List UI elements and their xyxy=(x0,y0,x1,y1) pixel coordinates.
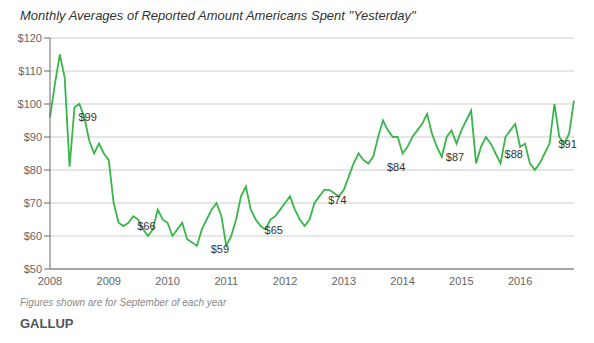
svg-text:$84: $84 xyxy=(387,161,405,173)
svg-text:$59: $59 xyxy=(211,243,229,255)
svg-text:2013: 2013 xyxy=(332,275,356,287)
svg-text:2008: 2008 xyxy=(38,275,62,287)
svg-text:2009: 2009 xyxy=(97,275,121,287)
svg-text:$80: $80 xyxy=(24,164,42,176)
svg-text:$120: $120 xyxy=(18,32,42,44)
html-text:GALLUP: GALLUP xyxy=(20,316,74,331)
svg-text:2016: 2016 xyxy=(508,275,532,287)
svg-text:$99: $99 xyxy=(78,111,96,123)
svg-text:$100: $100 xyxy=(18,98,42,110)
svg-text:$60: $60 xyxy=(24,230,42,242)
html-text:Monthly Averages of Reported A: Monthly Averages of Reported Amount Amer… xyxy=(20,8,416,23)
svg-text:2010: 2010 xyxy=(155,275,179,287)
svg-text:$50: $50 xyxy=(24,263,42,275)
svg-text:$65: $65 xyxy=(265,224,283,236)
svg-text:$90: $90 xyxy=(24,131,42,143)
svg-text:$66: $66 xyxy=(137,220,155,232)
svg-text:2011: 2011 xyxy=(214,275,238,287)
svg-text:$88: $88 xyxy=(505,148,523,160)
svg-text:2014: 2014 xyxy=(390,275,414,287)
svg-text:2015: 2015 xyxy=(449,275,473,287)
svg-text:2012: 2012 xyxy=(273,275,297,287)
svg-text:$74: $74 xyxy=(328,194,346,206)
svg-text:$110: $110 xyxy=(18,65,42,77)
html-text:Figures shown are for Septembe: Figures shown are for September of each … xyxy=(20,297,227,308)
svg-text:$87: $87 xyxy=(446,151,464,163)
svg-text:$70: $70 xyxy=(24,197,42,209)
svg-text:$91: $91 xyxy=(558,138,576,150)
